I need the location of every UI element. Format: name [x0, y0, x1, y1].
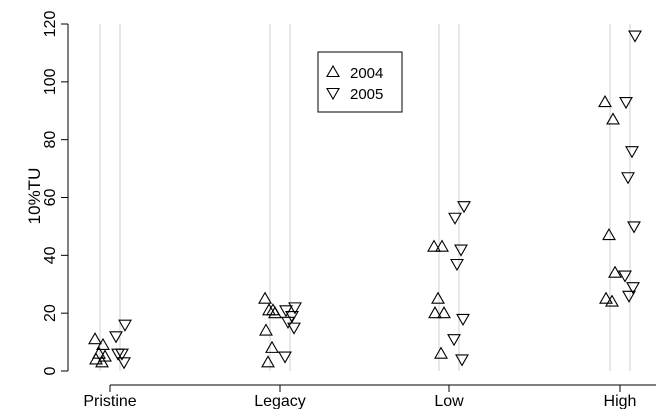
point-2005	[111, 348, 125, 361]
point-2005	[117, 357, 131, 370]
point-2004	[268, 306, 282, 319]
point-2005	[288, 302, 302, 315]
legend-marker-2004	[326, 64, 340, 78]
legend: 2004 2005	[317, 51, 403, 113]
legend-label-2005: 2005	[350, 86, 383, 103]
y-tick-label: 0	[42, 366, 59, 375]
point-2005	[618, 270, 632, 283]
point-2005	[619, 97, 633, 110]
point-2004	[602, 227, 616, 241]
x-tick-label-low: Low	[434, 393, 464, 409]
point-2005	[450, 258, 464, 272]
y-tick-label: 40	[42, 246, 59, 264]
point-2004	[427, 239, 441, 252]
legend-box	[317, 51, 403, 113]
point-2005	[455, 354, 469, 367]
y-tick-label: 80	[42, 131, 59, 149]
point-2005	[621, 172, 635, 185]
point-2005	[622, 290, 636, 303]
point-2005	[627, 221, 641, 234]
point-2005	[456, 313, 470, 327]
legend-label-2004: 2004	[350, 65, 383, 82]
point-2004	[599, 291, 613, 304]
point-2004	[431, 291, 445, 304]
point-2004	[266, 303, 280, 316]
point-2005	[278, 351, 292, 364]
point-2004	[435, 239, 449, 252]
data-points	[88, 30, 642, 370]
group-guide-lines	[99, 24, 631, 371]
point-2004	[598, 94, 612, 108]
point-2004	[95, 355, 109, 368]
point-2005	[626, 282, 640, 295]
point-2005	[448, 212, 462, 225]
point-2005	[457, 201, 471, 214]
y-axis-title: 10%TU	[25, 168, 44, 225]
x-tick-label-pristine: Pristine	[83, 393, 136, 409]
point-2005	[109, 331, 123, 344]
point-2004	[428, 306, 442, 319]
y-axis: 0 20 40 60 80 100 120	[42, 11, 69, 375]
point-2005	[447, 334, 461, 347]
point-2005	[625, 146, 639, 159]
legend-marker-2005	[326, 87, 340, 101]
point-2004	[608, 265, 622, 278]
point-2005	[287, 322, 301, 335]
y-tick-label: 100	[42, 68, 59, 95]
point-2004	[434, 346, 448, 359]
point-2004	[605, 294, 619, 307]
point-2004	[258, 291, 272, 304]
point-2004	[89, 352, 103, 365]
y-tick-label: 120	[42, 11, 59, 38]
point-2004	[259, 323, 273, 336]
point-2005	[628, 30, 642, 43]
y-tick-label: 60	[42, 189, 59, 207]
point-2004	[265, 340, 279, 353]
point-2004	[96, 337, 110, 351]
point-2004	[88, 332, 102, 345]
x-tick-label-high: High	[604, 393, 637, 409]
point-2004	[606, 112, 620, 125]
x-tick-label-legacy: Legacy	[254, 393, 306, 409]
point-2004	[262, 303, 276, 316]
point-2005	[118, 319, 132, 332]
y-tick-label: 20	[42, 304, 59, 322]
point-2004	[437, 306, 451, 319]
x-axis: Pristine Legacy Low High	[83, 384, 656, 409]
point-2005	[454, 244, 468, 257]
point-2004	[261, 355, 275, 368]
